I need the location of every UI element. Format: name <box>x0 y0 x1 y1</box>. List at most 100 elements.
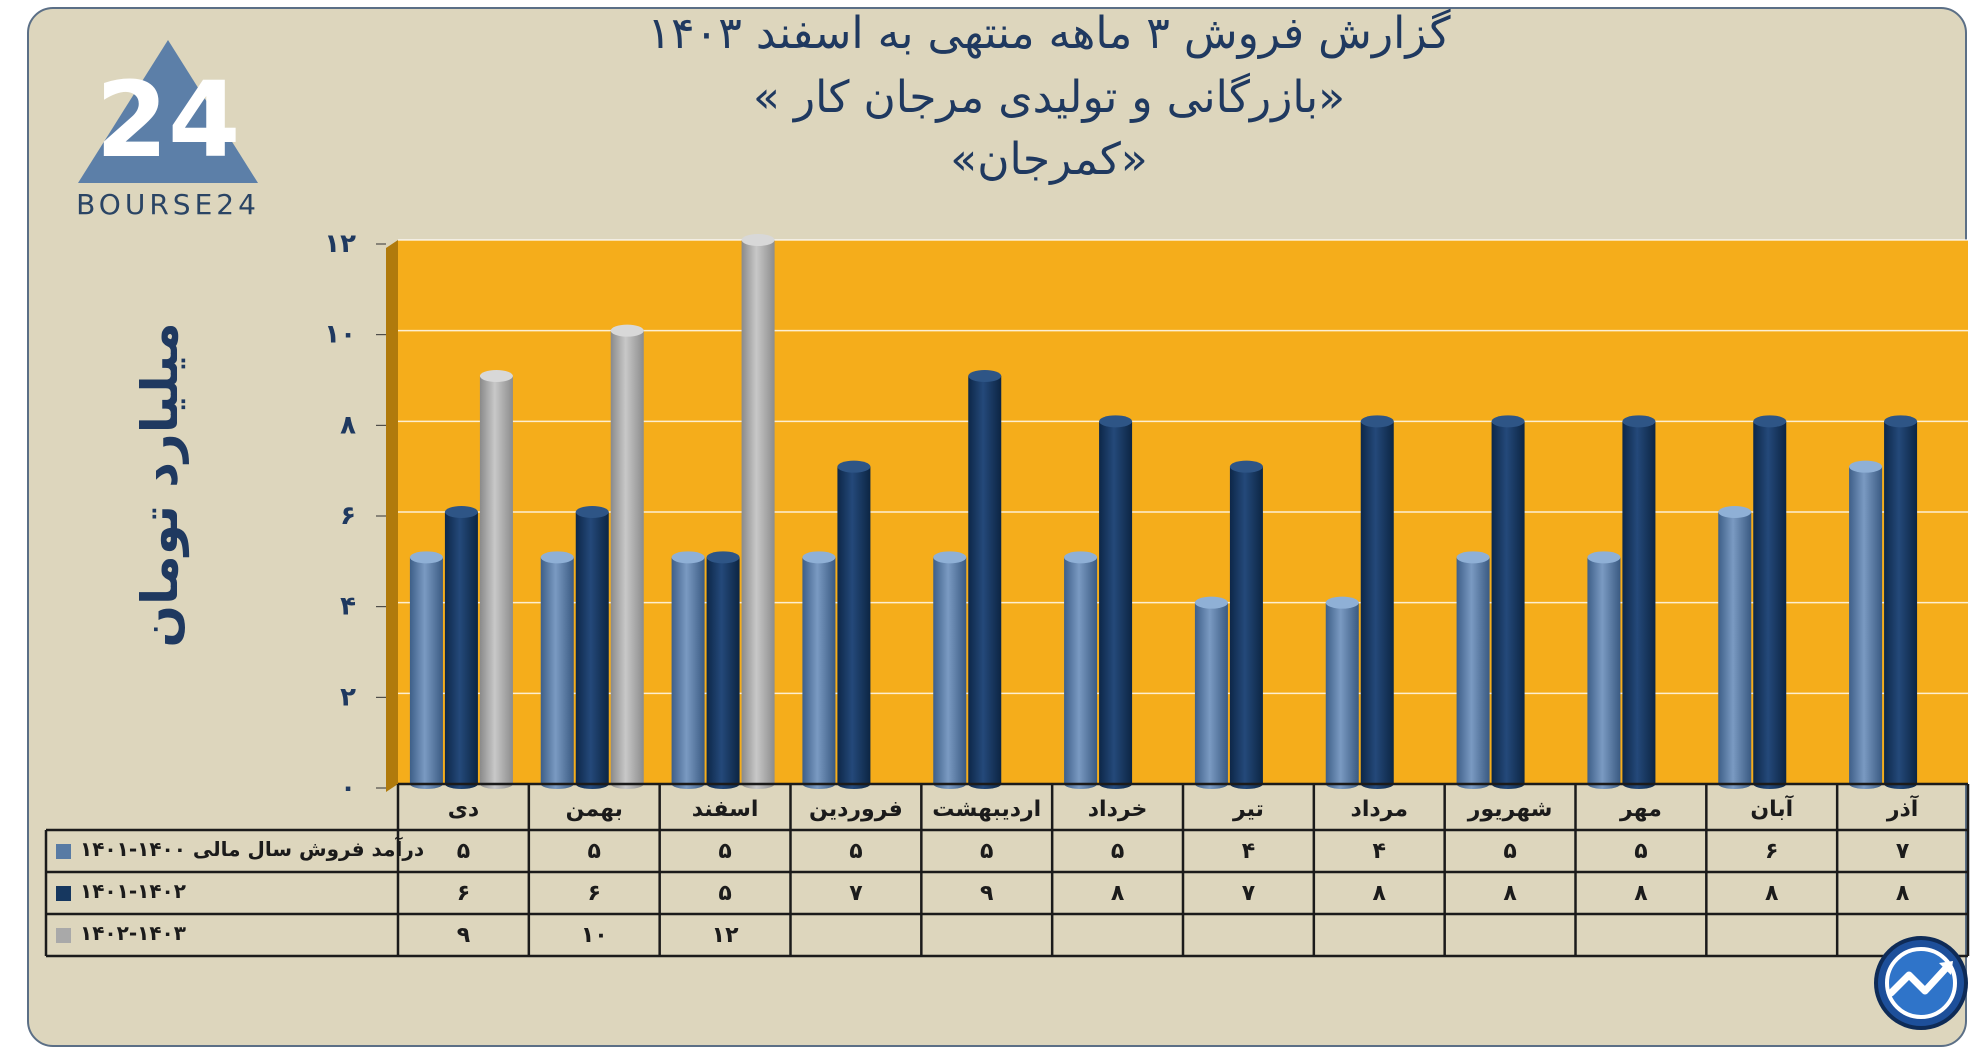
logo-text: BOURSE24 <box>76 188 260 221</box>
bar <box>479 370 513 789</box>
legend-label: ۱۴۰۱-۱۴۰۲ <box>80 879 186 903</box>
y-tick-label: ۱۲ <box>324 229 356 259</box>
x-tick-label: دی <box>448 797 479 822</box>
bar-top <box>1360 415 1394 428</box>
bar-top <box>444 506 478 518</box>
bar-body <box>610 330 644 784</box>
bar-body <box>802 557 836 784</box>
bar-top <box>409 551 443 564</box>
bar-body <box>1622 421 1656 784</box>
table-value: ۷ <box>1242 881 1256 906</box>
bar-body <box>1753 421 1787 784</box>
bar-top <box>741 234 775 246</box>
legend-label: ۱۴۰۲-۱۴۰۳ <box>80 921 186 945</box>
table-value: ۸ <box>1503 881 1517 906</box>
table-value: ۵ <box>1503 839 1516 864</box>
bar-top <box>1456 551 1490 564</box>
bar-top <box>1622 415 1656 428</box>
bar-body <box>1884 421 1918 784</box>
x-tick-label: آبان <box>1750 794 1793 822</box>
bar-body <box>479 376 513 784</box>
table-value: ۹ <box>457 923 470 948</box>
table-value: ۵ <box>849 839 862 864</box>
bar-top <box>1229 460 1263 473</box>
table-value: ۵ <box>1634 839 1647 864</box>
bar <box>1587 551 1621 789</box>
table-value: ۸ <box>1111 881 1125 906</box>
bar <box>1194 596 1228 789</box>
table-value: ۶ <box>457 881 470 906</box>
x-tick-label: فروردین <box>809 797 903 822</box>
bar <box>1064 551 1098 789</box>
bar <box>575 506 609 789</box>
bar <box>802 551 836 789</box>
y-tick-label: ۲ <box>340 682 356 712</box>
y-tick-label: ۱۰ <box>324 320 356 350</box>
bar-top <box>968 370 1002 382</box>
bar-body <box>1360 421 1394 784</box>
bar <box>1849 460 1883 789</box>
bar-body <box>1456 557 1490 784</box>
bar-top <box>1718 506 1752 518</box>
bar-top <box>837 460 871 473</box>
bar-body <box>444 512 478 784</box>
y-tick-label: ۰ <box>340 773 356 803</box>
chart-title: گزارش فروش ۳ ماهه منتهی به اسفند ۱۴۰۳ <box>647 8 1451 59</box>
bourse24-logo: 24 BOURSE24 <box>76 40 260 221</box>
bar-top <box>1884 415 1918 428</box>
logo-mark: 24 <box>96 59 241 181</box>
bar-top <box>479 370 513 382</box>
x-tick-label: اردیبهشت <box>932 797 1041 822</box>
bar-top <box>1849 460 1883 473</box>
bar-body <box>1325 602 1359 784</box>
bar-body <box>837 466 871 784</box>
bar-body <box>1194 602 1228 784</box>
bar <box>1884 415 1918 789</box>
legend-swatch <box>56 844 71 859</box>
y-tick-label: ۶ <box>340 501 356 531</box>
table-value: ۸ <box>1373 881 1387 906</box>
legend-label: درآمد فروش سال مالی ۱۴۰۰-۱۴۰۱ <box>80 836 424 861</box>
bar <box>540 551 574 789</box>
x-tick-label: خرداد <box>1088 797 1148 822</box>
x-tick-label: بهمن <box>566 797 623 822</box>
bar-top <box>1325 596 1359 609</box>
bar-top <box>671 551 705 564</box>
bar <box>741 234 775 789</box>
bar-top <box>540 551 574 564</box>
bar-top <box>610 324 644 337</box>
table-value: ۸ <box>1765 881 1779 906</box>
bar-top <box>1064 551 1098 564</box>
table-value: ۹ <box>980 881 993 906</box>
bar <box>671 551 705 789</box>
trend-badge-icon <box>1874 936 1968 1030</box>
table-value: ۱۰ <box>581 923 608 948</box>
bar <box>444 506 478 789</box>
bar-body <box>1229 466 1263 784</box>
x-tick-label: مرداد <box>1351 797 1408 822</box>
table-value: ۶ <box>1765 839 1778 864</box>
bar-top <box>1491 415 1525 428</box>
bar-body <box>706 557 740 784</box>
chart-subtitle-company: «بازرگانی و تولیدی مرجان کار » <box>752 72 1345 123</box>
chart-subtitle-symbol: «کمرجان» <box>950 134 1148 185</box>
bar-body <box>575 512 609 784</box>
table-value: ۷ <box>849 881 863 906</box>
bar-body <box>409 557 443 784</box>
table-value: ۵ <box>718 881 731 906</box>
table-value: ۸ <box>1896 881 1910 906</box>
table-value: ۴ <box>1373 839 1386 864</box>
bar-body <box>1099 421 1133 784</box>
bar <box>1491 415 1525 789</box>
bar-body <box>1491 421 1525 784</box>
bar-top <box>1753 415 1787 428</box>
bar-body <box>933 557 967 784</box>
bar-body <box>1587 557 1621 784</box>
bar-body <box>968 376 1002 784</box>
bar-top <box>1099 415 1133 428</box>
bar-top <box>802 551 836 564</box>
table-value: ۸ <box>1634 881 1648 906</box>
bar-body <box>1718 512 1752 784</box>
x-tick-label: اسفند <box>692 797 759 822</box>
